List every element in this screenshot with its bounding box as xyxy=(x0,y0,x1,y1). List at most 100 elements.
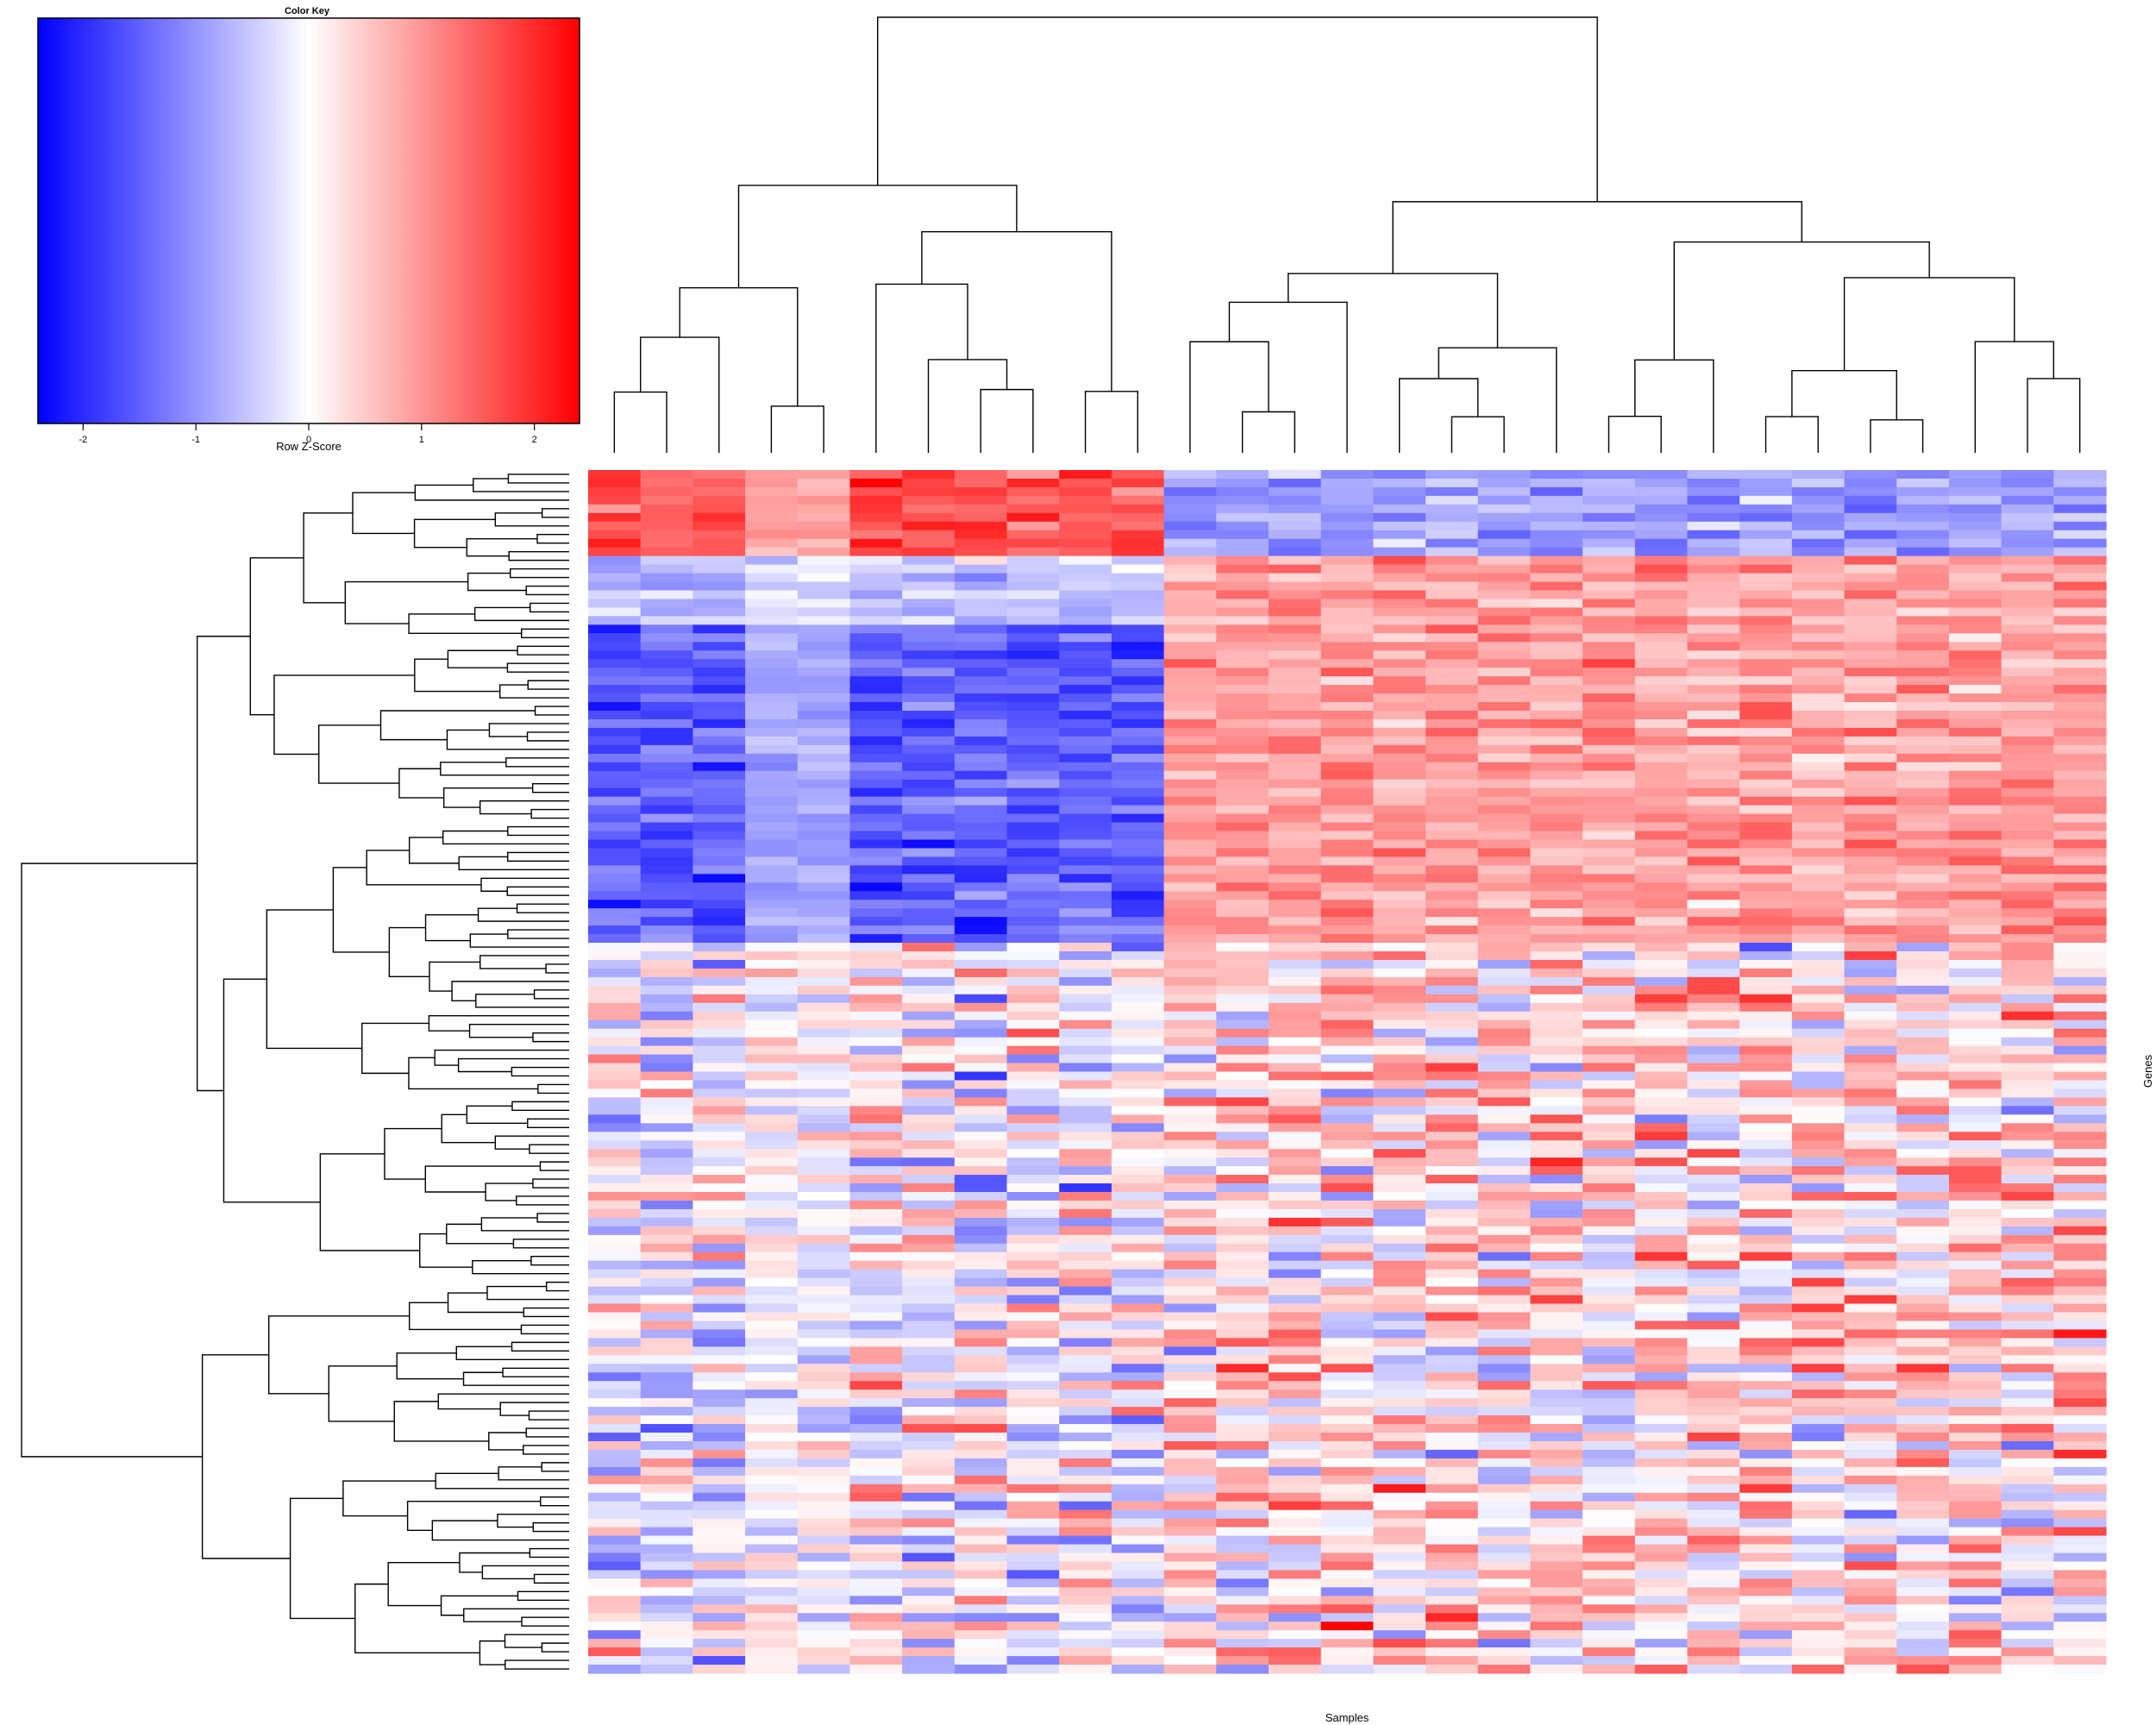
heatmap-cell xyxy=(1320,1389,1374,1399)
heatmap-cell xyxy=(902,1088,956,1098)
heatmap-cell xyxy=(2001,1243,2054,1253)
heatmap-cell xyxy=(1739,1433,1793,1442)
heatmap-cell xyxy=(2001,1312,2054,1322)
column-dendrogram-branch xyxy=(1241,411,1296,453)
heatmap-cell xyxy=(640,1234,693,1245)
heatmap-cell xyxy=(1948,1088,2002,1098)
heatmap-cell xyxy=(1320,555,1374,566)
heatmap-cell xyxy=(1320,1604,1374,1614)
heatmap-cell xyxy=(1687,504,1740,514)
heatmap-cell xyxy=(745,900,799,909)
heatmap-cell xyxy=(1687,1002,1740,1013)
heatmap-cell xyxy=(1320,805,1374,815)
heatmap-cell xyxy=(1948,1260,2002,1270)
heatmap-cell xyxy=(954,1286,1008,1296)
heatmap-cell xyxy=(1687,1355,1740,1364)
row-dendrogram-branch xyxy=(536,534,569,544)
heatmap-cell xyxy=(1948,1063,2002,1073)
heatmap-cell xyxy=(1634,478,1689,488)
heatmap-cell xyxy=(1006,702,1060,712)
row-dendrogram-branch xyxy=(473,606,569,622)
heatmap-cell xyxy=(2001,753,2054,763)
row-dendrogram-branch xyxy=(499,1402,569,1416)
heatmap-cell xyxy=(1477,925,1532,935)
heatmap-cell xyxy=(1268,718,1322,729)
heatmap-cell xyxy=(902,1063,956,1073)
heatmap-cell xyxy=(588,1449,642,1459)
heatmap-cell xyxy=(1426,650,1479,660)
heatmap-cell xyxy=(1216,805,1269,815)
heatmap-cell xyxy=(1216,478,1269,488)
heatmap-cell xyxy=(1477,968,1532,978)
heatmap-cell xyxy=(1896,848,1950,857)
heatmap-cell xyxy=(1530,1312,1583,1322)
heatmap-cell xyxy=(797,1175,851,1184)
heatmap-cell xyxy=(693,1578,746,1588)
heatmap-cell xyxy=(1948,1200,2002,1210)
heatmap-cell xyxy=(1844,1183,1897,1193)
heatmap-cell xyxy=(1216,521,1269,531)
row-dendrogram-branch xyxy=(428,1015,569,1032)
heatmap-cell xyxy=(588,1552,642,1563)
heatmap-cell xyxy=(2053,1622,2107,1631)
heatmap-cell xyxy=(1426,1389,1479,1399)
heatmap-cell xyxy=(1216,1097,1269,1107)
heatmap-cell xyxy=(1477,1449,1532,1459)
heatmap-cell xyxy=(1687,917,1740,926)
heatmap-cell xyxy=(1111,538,1165,549)
heatmap-cell xyxy=(1583,1364,1636,1373)
heatmap-cell xyxy=(1896,702,1950,712)
heatmap-cell xyxy=(797,943,851,952)
heatmap-cell xyxy=(2001,530,2054,540)
heatmap-cell xyxy=(2001,624,2054,634)
heatmap-cell xyxy=(954,951,1008,961)
heatmap-cell xyxy=(797,805,851,815)
heatmap-cell xyxy=(640,1140,693,1150)
heatmap-cell xyxy=(1006,1570,1060,1579)
heatmap-cell xyxy=(797,1509,851,1520)
heatmap-cell xyxy=(1844,1045,1897,1056)
heatmap-cell xyxy=(1426,1665,1479,1674)
heatmap-cell xyxy=(1320,917,1374,926)
heatmap-cell xyxy=(1163,1097,1217,1107)
heatmap-cell xyxy=(693,994,746,1004)
heatmap-cell xyxy=(1426,1175,1479,1184)
heatmap-cell xyxy=(1477,1509,1532,1520)
heatmap-cell xyxy=(1844,736,1897,746)
heatmap-cell xyxy=(1163,822,1217,832)
heatmap-cell xyxy=(1634,1166,1689,1176)
heatmap-cell xyxy=(849,813,903,824)
heatmap-cell xyxy=(1320,1561,1374,1571)
heatmap-cell xyxy=(954,1544,1008,1554)
heatmap-cell xyxy=(1006,1527,1060,1537)
heatmap-cell xyxy=(640,1295,693,1305)
heatmap-cell xyxy=(745,1243,799,1253)
heatmap-cell xyxy=(693,1458,746,1468)
heatmap-cell xyxy=(1320,787,1374,798)
heatmap-cell xyxy=(745,1063,799,1073)
heatmap-cell xyxy=(1111,547,1165,557)
heatmap-cell xyxy=(1948,1166,2002,1176)
row-dendrogram-branch xyxy=(517,645,569,656)
heatmap-cell xyxy=(849,1458,903,1468)
heatmap-cell xyxy=(797,925,851,935)
heatmap-cell xyxy=(1268,1303,1322,1314)
heatmap-cell xyxy=(1948,555,2002,566)
heatmap-cell xyxy=(1426,744,1479,755)
heatmap-cell xyxy=(1426,1149,1479,1158)
row-dendrogram-branch xyxy=(398,768,444,799)
heatmap-cell xyxy=(2053,1398,2107,1408)
heatmap-cell xyxy=(693,1561,746,1571)
heatmap-cell xyxy=(849,976,903,987)
heatmap-cell xyxy=(849,882,903,892)
heatmap-cell xyxy=(1896,1492,1950,1502)
heatmap-cell xyxy=(1163,1364,1217,1373)
heatmap-cell xyxy=(1896,1303,1950,1314)
heatmap-cell xyxy=(1530,839,1583,850)
heatmap-cell xyxy=(588,1364,642,1373)
heatmap-cell xyxy=(1163,770,1217,781)
heatmap-cell xyxy=(1583,1570,1636,1579)
heatmap-cell xyxy=(588,1149,642,1158)
heatmap-cell xyxy=(693,555,746,566)
heatmap-cell xyxy=(2053,822,2107,832)
